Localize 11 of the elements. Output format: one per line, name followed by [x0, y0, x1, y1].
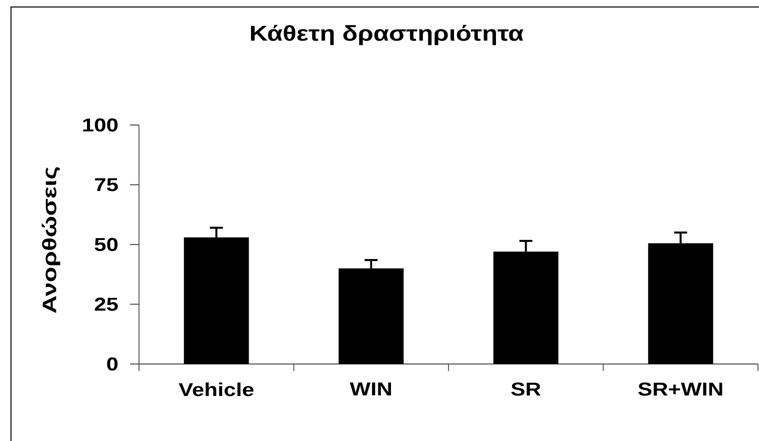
y-tick-label: 100: [83, 118, 118, 132]
y-axis-title: Ανορθώσεις: [42, 167, 60, 314]
chart-title: Κάθετη δραστηριότητα: [251, 24, 524, 46]
y-tick-label: 0: [107, 357, 118, 371]
x-tick-label: SR+WIN: [638, 382, 722, 396]
x-tick-label: WIN: [350, 382, 391, 396]
y-tick-label: 50: [94, 238, 118, 252]
y-tick-label: 75: [94, 178, 118, 192]
x-tick-label: Vehicle: [178, 382, 254, 396]
x-tick-label: SR: [511, 382, 541, 396]
y-tick-label: 25: [94, 298, 118, 311]
